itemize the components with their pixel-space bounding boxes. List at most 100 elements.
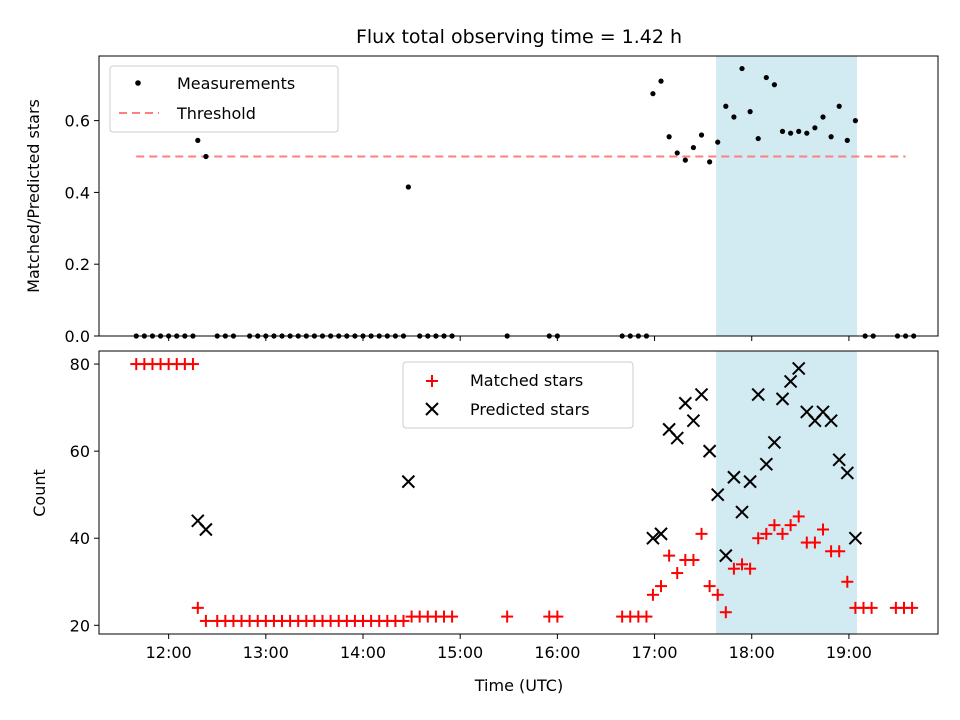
matched-point-42 bbox=[551, 610, 564, 623]
matched-point-64 bbox=[784, 519, 797, 532]
matched-point-68 bbox=[817, 523, 830, 536]
legend-predicted-label: Predicted stars bbox=[470, 400, 590, 419]
predicted-point-17 bbox=[759, 457, 774, 471]
matched-point-57 bbox=[727, 562, 740, 575]
chart-title: Flux total observing time = 1.42 h bbox=[356, 26, 682, 48]
predicted-point-26 bbox=[832, 453, 846, 467]
matched-point-55 bbox=[711, 588, 724, 601]
measurement-point-33 bbox=[405, 184, 411, 190]
matched-point-49 bbox=[663, 549, 676, 562]
predicted-point-27 bbox=[840, 466, 855, 480]
matched-point-61 bbox=[760, 527, 773, 540]
bottom-ytick-label-0: 20 bbox=[70, 616, 90, 635]
measurement-point-51 bbox=[690, 144, 697, 151]
top-y-axis-label: Matched/Predicted stars bbox=[24, 99, 43, 293]
bottom-legend-box bbox=[402, 361, 634, 429]
xtick-label-2: 14:00 bbox=[340, 643, 386, 662]
top-ytick-label-3: 0.6 bbox=[65, 112, 90, 131]
measurement-point-52 bbox=[698, 132, 705, 138]
measurement-point-57 bbox=[739, 65, 745, 72]
bottom-y-axis-label: Count bbox=[30, 469, 49, 517]
matched-point-74 bbox=[865, 601, 878, 614]
top-x-ticks bbox=[168, 336, 850, 341]
top-observing-window bbox=[716, 56, 858, 336]
measurement-point-55 bbox=[723, 103, 729, 109]
matched-point-9 bbox=[199, 614, 212, 627]
count-points bbox=[130, 358, 919, 627]
measurement-point-68 bbox=[828, 134, 834, 140]
measurement-point-71 bbox=[852, 118, 858, 124]
matched-point-59 bbox=[744, 562, 757, 575]
predicted-point-3 bbox=[646, 531, 660, 545]
measurement-point-59 bbox=[755, 135, 761, 142]
predicted-point-11 bbox=[711, 487, 725, 502]
predicted-point-1 bbox=[199, 522, 213, 537]
top-ytick-label-0: 0.0 bbox=[65, 327, 90, 346]
matched-point-54 bbox=[703, 580, 716, 593]
matched-point-39 bbox=[446, 610, 459, 623]
matched-point-62 bbox=[768, 519, 781, 532]
measurement-point-50 bbox=[682, 157, 688, 163]
top-legend-box bbox=[109, 65, 339, 133]
measurement-point-64 bbox=[796, 128, 802, 134]
measurement-point-53 bbox=[707, 159, 713, 165]
measurement-point-65 bbox=[804, 130, 810, 136]
matched-point-48 bbox=[655, 580, 668, 593]
predicted-point-2 bbox=[401, 474, 416, 489]
measurement-point-69 bbox=[836, 103, 842, 109]
measurement-point-67 bbox=[820, 114, 826, 120]
predicted-point-8 bbox=[686, 413, 701, 428]
matched-point-63 bbox=[776, 527, 789, 540]
measurement-point-70 bbox=[844, 137, 850, 143]
measurement-point-58 bbox=[747, 109, 753, 115]
matched-point-33 bbox=[397, 614, 410, 627]
predicted-point-19 bbox=[775, 392, 790, 406]
predicted-point-12 bbox=[719, 548, 733, 563]
bottom-y-ticks: 20 40 60 80 bbox=[70, 355, 99, 635]
matched-point-70 bbox=[833, 545, 846, 558]
measurement-point-9 bbox=[203, 153, 209, 160]
top-plot-frame bbox=[98, 55, 939, 337]
predicted-point-6 bbox=[670, 431, 684, 445]
matched-point-7 bbox=[186, 358, 199, 371]
x-axis-label: Time (UTC) bbox=[474, 676, 563, 695]
measurement-point-49 bbox=[674, 150, 680, 156]
legend-matched-marker bbox=[426, 375, 438, 387]
predicted-point-15 bbox=[743, 474, 757, 489]
xtick-label-4: 16:00 bbox=[534, 643, 580, 662]
measurement-point-61 bbox=[771, 82, 778, 88]
xtick-label-6: 18:00 bbox=[729, 643, 775, 662]
bottom-ytick-label-2: 60 bbox=[70, 442, 90, 461]
matched-point-8 bbox=[191, 601, 204, 614]
top-y-ticks: 0.0 0.2 0.4 0.6 bbox=[65, 112, 99, 346]
legend-matched-label: Matched stars bbox=[470, 371, 583, 390]
xtick-label-0: 12:00 bbox=[146, 643, 192, 662]
bottom-observing-window bbox=[716, 351, 858, 634]
ratio-panel: 0.0 0.2 0.4 0.6 Matched/Predicted stars Mea… bbox=[24, 55, 939, 346]
matched-point-40 bbox=[501, 610, 514, 623]
predicted-point-18 bbox=[767, 435, 782, 450]
bottom-x-ticks: 12:00 13:00 14:00 15:00 16:00 17:00 18:00 19:00 bbox=[146, 634, 872, 662]
top-legend: Measurements Threshold bbox=[109, 65, 339, 133]
predicted-point-4 bbox=[654, 527, 668, 541]
top-ytick-label-2: 0.4 bbox=[65, 183, 90, 202]
predicted-point-9 bbox=[694, 387, 709, 402]
legend-threshold-label: Threshold bbox=[176, 104, 256, 123]
measurement-point-47 bbox=[658, 78, 664, 84]
matched-point-77 bbox=[906, 601, 919, 614]
legend-measurement-marker bbox=[135, 80, 141, 86]
matched-point-56 bbox=[719, 606, 732, 619]
matched-point-65 bbox=[792, 510, 805, 523]
matched-point-53 bbox=[695, 527, 708, 540]
matched-point-60 bbox=[752, 532, 765, 545]
predicted-point-16 bbox=[751, 387, 765, 402]
measurement-point-60 bbox=[763, 74, 769, 81]
xtick-label-5: 17:00 bbox=[631, 643, 677, 662]
predicted-point-10 bbox=[702, 444, 717, 458]
legend-predicted-marker bbox=[425, 402, 439, 416]
predicted-point-28 bbox=[848, 531, 863, 545]
predicted-point-21 bbox=[791, 361, 806, 376]
measurement-point-66 bbox=[812, 125, 818, 131]
bottom-ytick-label-3: 80 bbox=[70, 355, 90, 374]
